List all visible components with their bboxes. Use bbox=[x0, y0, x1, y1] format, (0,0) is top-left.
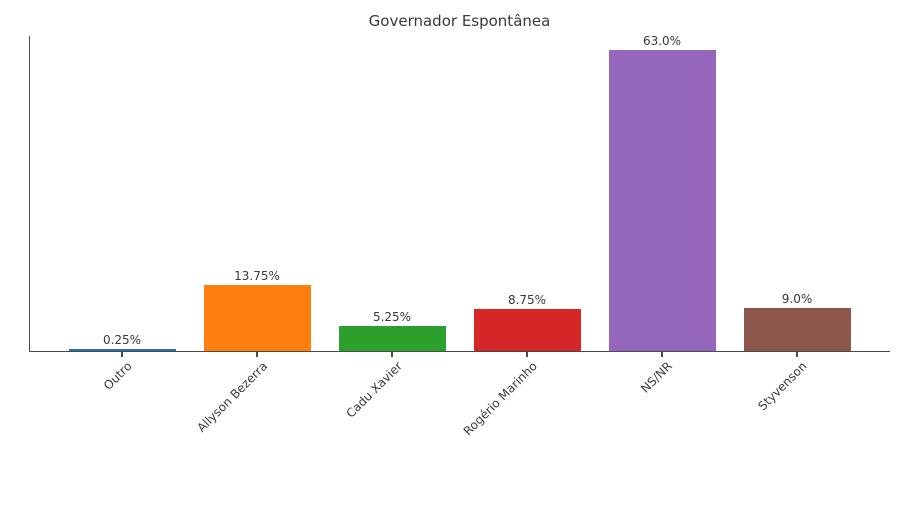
x-tick-cadu-xavier bbox=[391, 352, 393, 357]
bar-outro bbox=[68, 348, 176, 351]
bar-rog-rio-marinho bbox=[473, 308, 581, 351]
x-tick-label-cadu-xavier: Cadu Xavier bbox=[343, 359, 405, 421]
x-tick-outro bbox=[121, 352, 123, 357]
x-tick-label-ns-nr: NS/NR bbox=[638, 359, 675, 396]
x-tick-ns-nr bbox=[661, 352, 663, 357]
x-tick-label-allyson-bezerra: Allyson Bezerra bbox=[194, 359, 270, 435]
x-tick-label-outro: Outro bbox=[101, 359, 135, 393]
bar-value-label-cadu-xavier: 5.25% bbox=[372, 310, 412, 325]
x-axis-spine bbox=[29, 350, 890, 352]
chart-title: Governador Espontânea bbox=[368, 12, 551, 30]
x-tick-rog-rio-marinho bbox=[526, 352, 528, 357]
bar-allyson-bezerra bbox=[203, 284, 311, 351]
plot-area bbox=[29, 36, 890, 352]
bar-value-label-rog-rio-marinho: 8.75% bbox=[507, 293, 547, 308]
x-tick-label-rog-rio-marinho: Rogério Marinho bbox=[460, 359, 540, 439]
bar-ns-nr bbox=[608, 49, 716, 351]
bar-value-label-allyson-bezerra: 13.75% bbox=[234, 269, 280, 284]
y-axis-spine bbox=[29, 36, 31, 352]
x-tick-label-styvenson: Styvenson bbox=[755, 359, 810, 414]
bar-styvenson bbox=[743, 307, 851, 351]
x-tick-allyson-bezerra bbox=[256, 352, 258, 357]
bar-cadu-xavier bbox=[338, 325, 446, 351]
bar-value-label-outro: 0.25% bbox=[102, 333, 142, 348]
bar-value-label-ns-nr: 63.0% bbox=[642, 34, 682, 49]
x-tick-styvenson bbox=[796, 352, 798, 357]
bar-value-label-styvenson: 9.0% bbox=[781, 292, 813, 307]
